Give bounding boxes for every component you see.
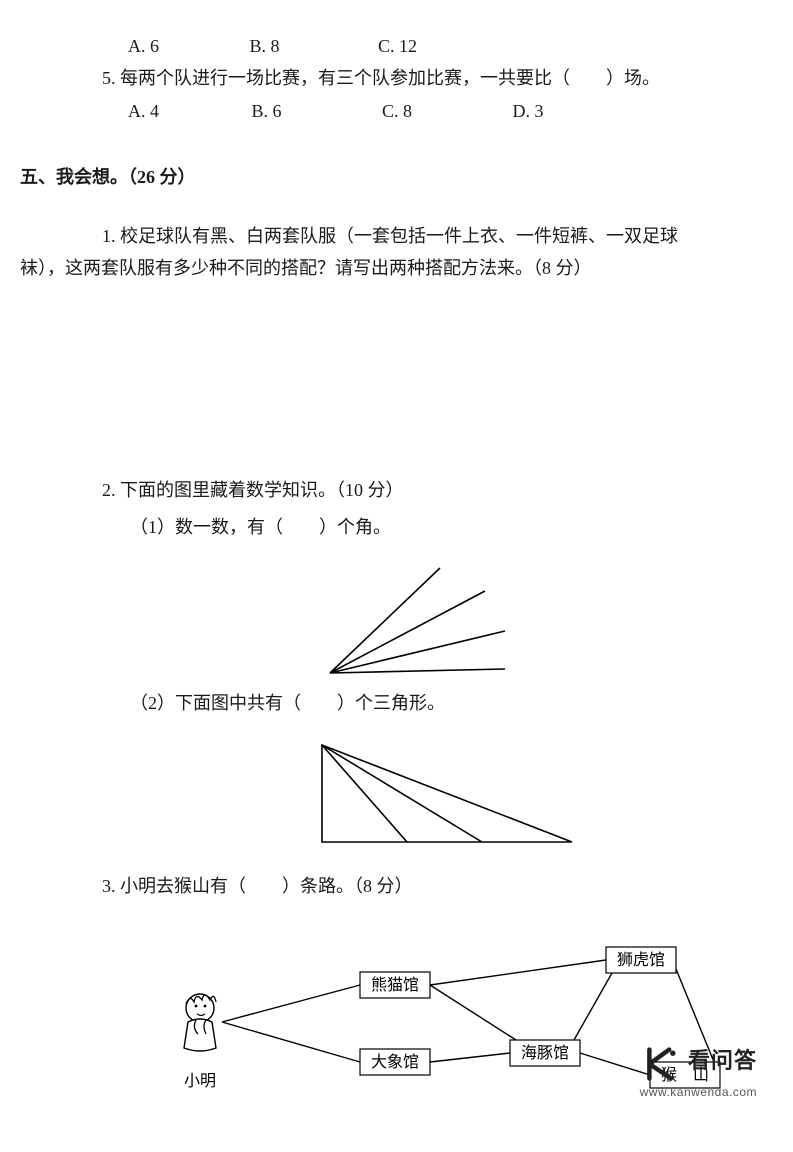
svg-text:海豚馆: 海豚馆 [521, 1044, 569, 1062]
s5-q1-line2: 袜），这两套队服有多少种不同的搭配？请写出两种搭配方法来。（8 分） [20, 252, 733, 284]
q5-stem: 5. 每两个队进行一场比赛，有三个队参加比赛，一共要比（ ）场。 [60, 62, 733, 94]
q5-options: A. 4 B. 6 C. 8 D. 3 [60, 95, 733, 127]
svg-text:大象馆: 大象馆 [371, 1053, 419, 1071]
q5-opt-b: B. 6 [252, 95, 282, 127]
s5-q2-sub1: （1）数一数，有（ ）个角。 [60, 511, 733, 543]
angle-figure [310, 563, 530, 683]
q4-options: A. 6 B. 8 C. 12 [60, 30, 733, 62]
watermark: 看问答 www.kanwenda.com [640, 1041, 757, 1104]
section5-heading: 五、我会想。（26 分） [20, 161, 733, 193]
q5-opt-c: C. 8 [382, 95, 412, 127]
s5-q2-stem: 2. 下面的图里藏着数学知识。（10 分） [60, 474, 733, 506]
watermark-logo-icon [644, 1046, 680, 1082]
svg-text:熊猫馆: 熊猫馆 [371, 976, 419, 994]
s5-q3-stem: 3. 小明去猴山有（ ）条路。（8 分） [60, 870, 733, 902]
q5-opt-d: D. 3 [513, 95, 544, 127]
q4-opt-b: B. 8 [250, 30, 280, 62]
triangle-figure [312, 740, 592, 850]
q4-opt-a: A. 6 [128, 30, 159, 62]
watermark-cn: 看问答 [688, 1048, 757, 1073]
q4-opt-c: C. 12 [378, 30, 417, 62]
q5-opt-a: A. 4 [128, 95, 159, 127]
s5-q1-line1: 1. 校足球队有黑、白两套队服（一套包括一件上衣、一件短裤、一双足球 [78, 220, 733, 252]
watermark-url: www.kanwenda.com [640, 1085, 757, 1099]
svg-text:小明: 小明 [184, 1072, 216, 1090]
svg-text:狮虎馆: 狮虎馆 [617, 951, 665, 969]
s5-q2-sub2: （2）下面图中共有（ ）个三角形。 [60, 687, 733, 719]
